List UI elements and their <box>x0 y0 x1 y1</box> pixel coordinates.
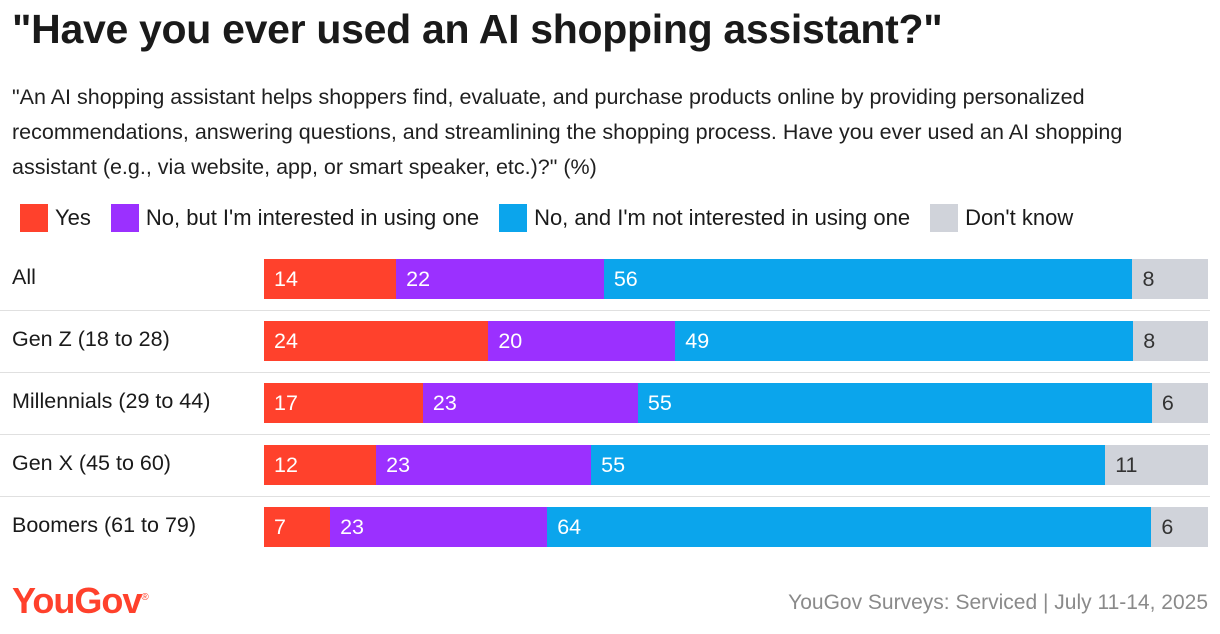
data-label: 20 <box>498 329 523 353</box>
category-label: Millennials (29 to 44) <box>12 389 211 413</box>
legend-label: Don't know <box>965 205 1074 230</box>
legend-item: No, and I'm not interested in using one <box>499 204 910 232</box>
registered-mark: ® <box>141 592 149 603</box>
bar-segment <box>264 507 331 547</box>
bar-segment <box>376 445 592 485</box>
data-label: 17 <box>274 391 298 415</box>
legend-item: Don't know <box>930 204 1073 232</box>
bar-segment <box>264 259 397 299</box>
row-divider <box>0 434 1210 435</box>
brand-name: YouGov <box>12 580 142 621</box>
bar-segment <box>547 507 1152 547</box>
data-label: 64 <box>557 515 582 539</box>
bar-segment <box>591 445 1106 485</box>
data-label: 23 <box>432 391 457 415</box>
bar-segment <box>488 321 676 361</box>
row-divider <box>0 372 1210 373</box>
bar-segment <box>264 445 377 485</box>
data-label: 23 <box>386 453 411 477</box>
data-label: 23 <box>340 515 364 539</box>
bar-segment <box>422 383 638 423</box>
bar-segment <box>675 321 1134 361</box>
yougov-logo: YouGov® <box>12 580 149 622</box>
data-label: 56 <box>613 267 638 291</box>
bar-segment <box>396 259 604 299</box>
legend-swatch <box>499 204 528 232</box>
data-label: 14 <box>274 267 298 291</box>
legend-label: Yes <box>55 205 91 230</box>
data-label: 12 <box>274 453 298 477</box>
row-divider <box>0 310 1210 311</box>
data-label: 49 <box>685 329 710 353</box>
bar-segment <box>603 259 1133 299</box>
data-label: 6 <box>1161 391 1174 415</box>
data-label: 7 <box>274 515 286 539</box>
row-divider <box>0 496 1210 497</box>
data-label: 6 <box>1161 515 1174 539</box>
category-label: Boomers (61 to 79) <box>12 513 197 537</box>
data-label: 8 <box>1143 329 1156 353</box>
chart-title: "Have you ever used an AI shopping assis… <box>12 6 943 52</box>
legend-item: Yes <box>20 204 91 232</box>
legend-swatch <box>110 204 139 232</box>
chart-subtitle: "An AI shopping assistant helps shoppers… <box>12 85 1123 179</box>
bar-segment <box>1105 445 1208 485</box>
bar-segment <box>1151 383 1208 423</box>
data-label: 55 <box>647 391 672 415</box>
bar-segment <box>264 321 489 361</box>
bar-segment <box>1132 259 1208 299</box>
data-label: 11 <box>1115 453 1138 477</box>
category-label: Gen X (45 to 60) <box>12 451 171 475</box>
data-label: 22 <box>406 267 431 291</box>
data-label: 8 <box>1142 267 1155 291</box>
data-label: 55 <box>601 453 626 477</box>
source-note: YouGov Surveys: Serviced | July 11-14, 2… <box>788 591 1208 614</box>
bar-segment <box>637 383 1152 423</box>
legend: Yes No, but I'm interested in using one No… <box>20 203 1093 233</box>
data-label: 24 <box>274 329 298 353</box>
bar-segment <box>1133 321 1208 361</box>
legend-label: No, but I'm interested in using one <box>145 205 480 230</box>
bar-segment <box>330 507 548 547</box>
legend-swatch <box>20 204 48 232</box>
legend-item: No, but I'm interested in using one <box>110 204 480 232</box>
category-label: Gen Z (18 to 28) <box>12 327 170 351</box>
bar-segment <box>264 383 423 423</box>
legend-swatch <box>930 204 959 232</box>
legend-label: No, and I'm not interested in using one <box>534 205 911 230</box>
category-label: All <box>12 265 36 289</box>
bar-segment <box>1151 507 1208 547</box>
